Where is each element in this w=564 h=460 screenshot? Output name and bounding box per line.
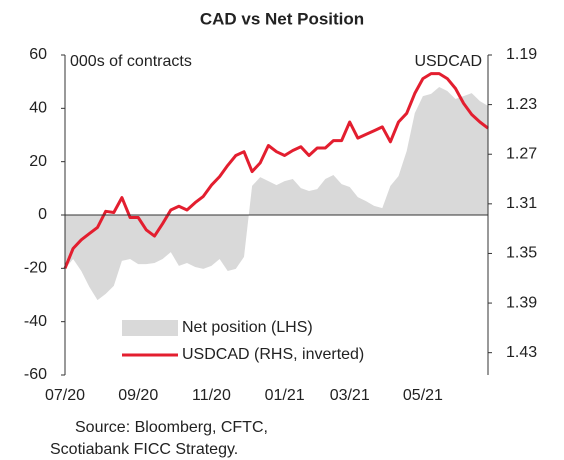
x-tick-label: 01/21 [265,387,305,404]
y-tick-label: 20 [29,153,47,170]
x-tick-label: 09/20 [118,387,158,404]
y2-tick-label: 1.35 [506,245,537,262]
y-tick-label: 40 [29,100,47,117]
y2-tick-label: 1.19 [506,46,537,63]
y2-tick-label: 1.31 [506,195,537,212]
y2-tick-label: 1.27 [506,145,537,162]
x-tick-label: 03/21 [330,387,370,404]
y-tick-label: -20 [24,260,47,277]
legend-swatch [122,320,178,336]
x-tick-label: 11/20 [192,387,231,404]
y-tick-label: -60 [24,366,47,383]
y2-tick-label: 1.43 [506,344,537,361]
annotation: USDCAD [414,53,482,70]
line [63,72,489,269]
y-tick-label: -40 [24,313,47,330]
annotation: 000s of contracts [70,53,192,70]
legend-label: Net position (LHS) [182,319,313,336]
area [65,87,488,301]
y-tick-label: 0 [38,206,47,223]
y2-tick-label: 1.23 [506,96,537,113]
x-tick-label: 07/20 [45,387,85,404]
chart-title: CAD vs Net Position [200,9,364,28]
legend-label: USDCAD (RHS, inverted) [182,346,364,363]
x-tick-label: 05/21 [403,387,443,404]
source: Scotiabank FICC Strategy. [50,441,238,458]
source: Source: Bloomberg, CFTC, [75,419,268,436]
y2-tick-label: 1.39 [506,294,537,311]
y-tick-label: 60 [29,46,47,63]
